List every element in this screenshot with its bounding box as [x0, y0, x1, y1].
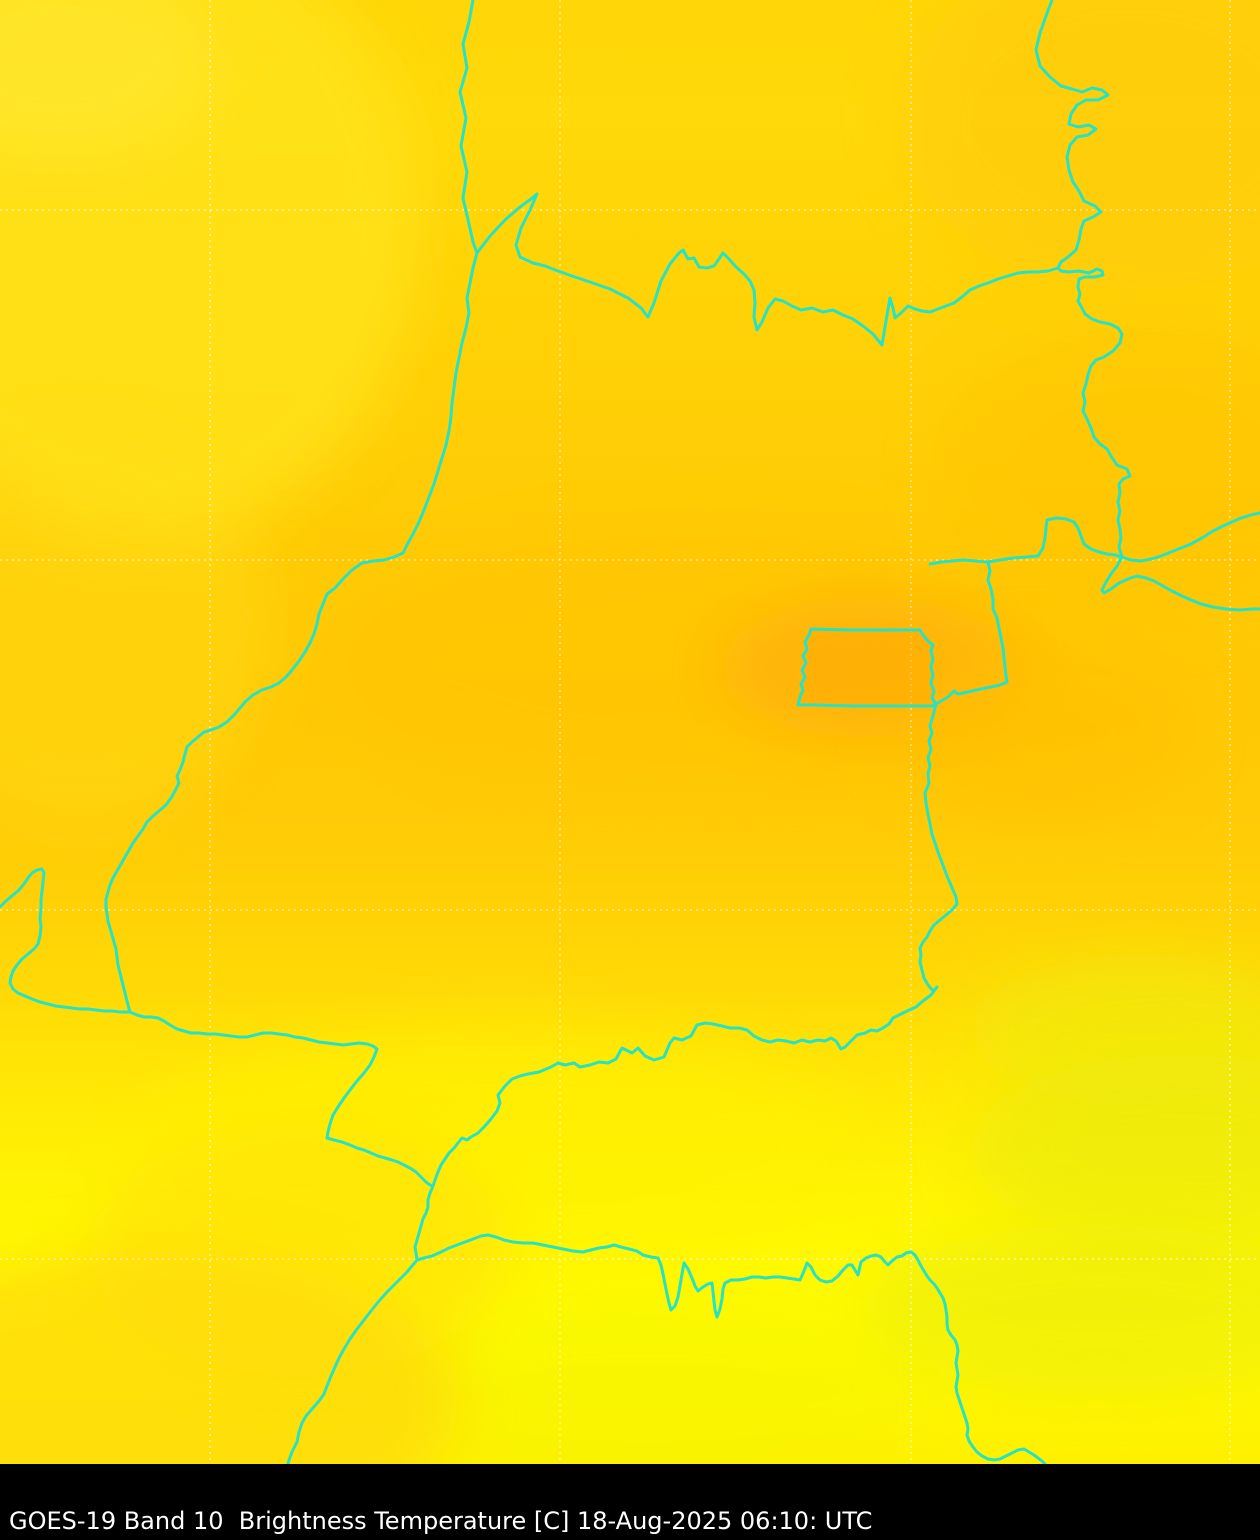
latitude-branch-border	[928, 516, 1124, 566]
caption-text: GOES-19 Band 10 Brightness Temperature […	[9, 1506, 873, 1535]
southwest-river-border	[286, 1258, 419, 1464]
temperature-shade-blob	[970, 1055, 1260, 1245]
junction-connector-border	[413, 1184, 435, 1262]
brightness-temperature-map	[0, 0, 1260, 1464]
temperature-shade-blob	[0, 410, 270, 830]
northeast-branch-border	[1120, 511, 1260, 563]
state-borders-layer	[0, 0, 1260, 1464]
temperature-shade-blob	[900, 0, 1260, 290]
goias-minas-east-border	[431, 560, 1009, 1188]
mato-grosso-goias-north-border	[458, 0, 1060, 347]
south-feeder-border	[128, 1010, 435, 1188]
temperature-shade-blob	[940, 320, 1260, 620]
west-notch-border	[0, 867, 132, 1014]
latlon-grid-layer	[0, 0, 1260, 1464]
caption-bar: GOES-19 Band 10 Brightness Temperature […	[0, 1464, 1260, 1540]
tocantins-bahia-east-border	[1034, 0, 1132, 559]
distrito-federal-outline	[796, 627, 938, 708]
minas-saopaulo-border	[415, 1233, 1047, 1464]
temperature-shade-blob	[90, 1125, 510, 1375]
temperature-shade-blob	[0, 0, 210, 160]
temperature-shading-layer	[0, 0, 1260, 1464]
southeast-branch-border	[1100, 555, 1260, 612]
temperature-shade-blob	[860, 1225, 1260, 1395]
temperature-shade-blob	[890, 645, 1190, 815]
satellite-map-canvas	[0, 0, 1260, 1464]
northwest-diagonal-border	[104, 251, 479, 1014]
temperature-shade-blob	[360, 1295, 940, 1464]
